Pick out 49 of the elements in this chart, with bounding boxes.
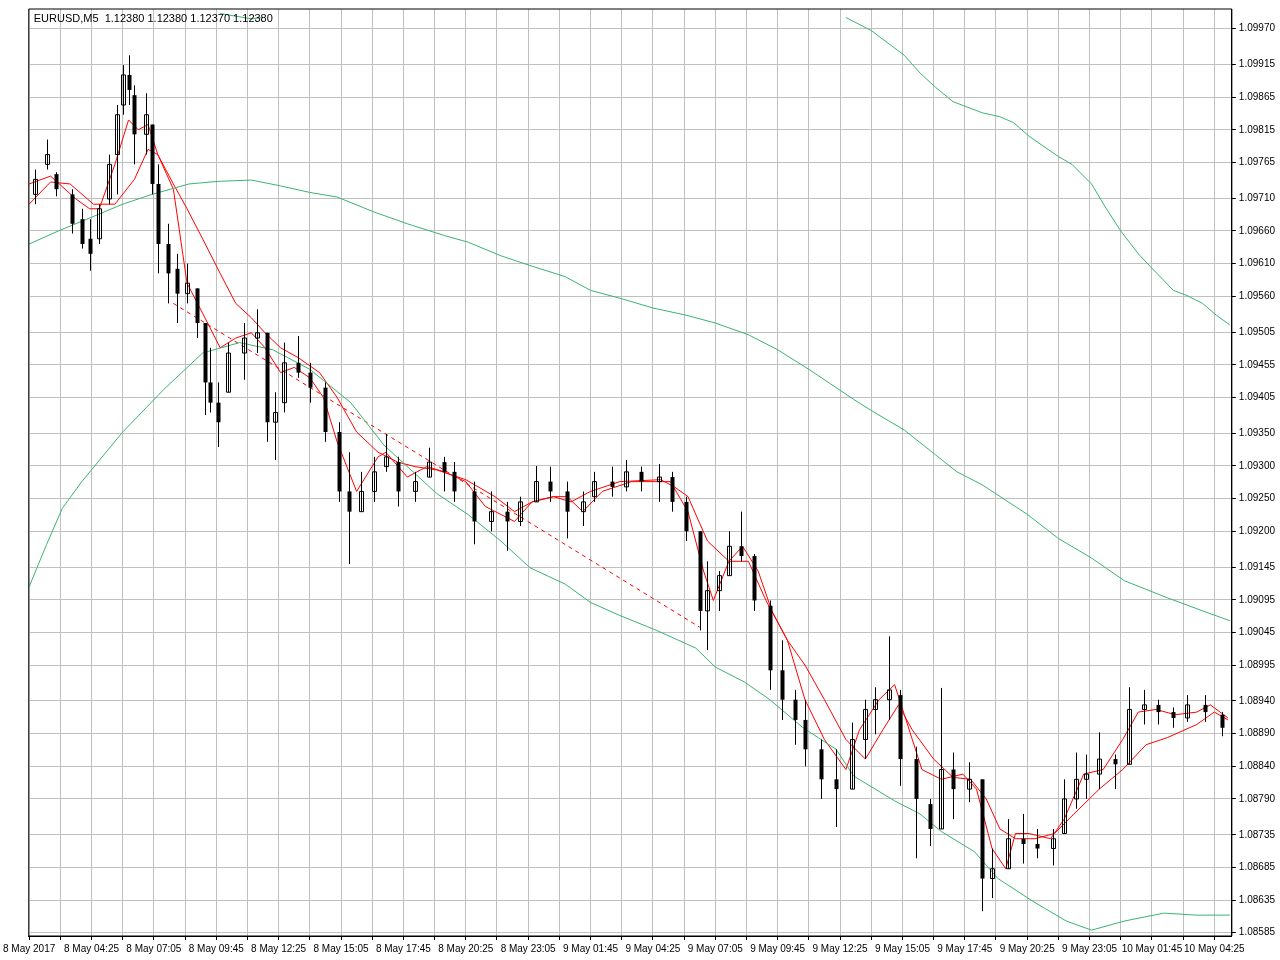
y-tick-label: 1.09145 [1238, 560, 1276, 572]
x-tick-label: 8 May 2017 [3, 942, 56, 954]
y-tick-label: 1.09505 [1238, 325, 1276, 337]
x-tick-label: 9 May 23:05 [1062, 942, 1118, 954]
x-tick-label: 9 May 20:25 [999, 942, 1056, 954]
x-tick-label: 8 May 23:05 [500, 942, 557, 954]
x-tick-label: 8 May 04:25 [63, 942, 120, 954]
y-tick-label: 1.09350 [1238, 427, 1276, 439]
y-tick-label: 1.09250 [1238, 492, 1276, 504]
y-tick-label: 1.09765 [1238, 156, 1276, 168]
y-tick-label: 1.08840 [1238, 760, 1276, 772]
x-tick-label: 9 May 09:45 [750, 942, 806, 954]
y-tick-label: 1.09815 [1238, 123, 1276, 135]
y-tick-label: 1.09915 [1238, 58, 1276, 70]
x-tick-label: 8 May 15:05 [313, 942, 369, 954]
y-tick-label: 1.09710 [1238, 192, 1276, 204]
y-tick-label: 1.09560 [1238, 289, 1276, 301]
x-tick-label: 8 May 12:25 [251, 942, 307, 954]
y-tick-label: 1.09865 [1238, 90, 1276, 102]
x-tick-label: 9 May 04:25 [625, 942, 681, 954]
y-tick-label: 1.09970 [1238, 22, 1276, 34]
y-tick-label: 1.08790 [1238, 792, 1276, 804]
y-tick-label: 1.09200 [1238, 525, 1276, 536]
x-tick-label: 9 May 07:05 [687, 942, 744, 954]
x-tick-label: 8 May 20:25 [438, 942, 494, 954]
y-tick-label: 1.08890 [1238, 727, 1276, 739]
y-tick-label: 1.09455 [1238, 358, 1276, 370]
y-tick-label: 1.09095 [1238, 593, 1276, 605]
y-tick-label: 1.09045 [1238, 626, 1276, 638]
y-tick-label: 1.08635 [1238, 893, 1276, 905]
y-tick-label: 1.08995 [1238, 658, 1276, 670]
y-tick-label: 1.09300 [1238, 459, 1276, 471]
y-tick-label: 1.08685 [1238, 861, 1276, 873]
x-tick-label: 9 May 12:25 [812, 942, 868, 954]
x-tick-label: 10 May 01:45 [1121, 942, 1183, 954]
y-tick-label: 1.09660 [1238, 224, 1276, 236]
y-tick-label: 1.08940 [1238, 694, 1276, 706]
x-tick-label: 8 May 17:45 [375, 942, 432, 954]
x-tick-label: 8 May 07:05 [126, 942, 182, 954]
x-tick-label: 8 May 09:45 [188, 942, 245, 954]
chart-title: EURUSD,M5 1.12380 1.12380 1.12370 1.12380 [33, 11, 273, 24]
y-tick-label: 1.09405 [1238, 391, 1276, 403]
x-tick-label: 9 May 17:45 [937, 942, 993, 954]
y-tick-label: 1.09610 [1238, 257, 1276, 269]
x-tick-label: 10 May 04:25 [1184, 942, 1246, 954]
y-tick-label: 1.08735 [1238, 828, 1276, 840]
y-tick-label: 1.08585 [1238, 926, 1276, 938]
x-tick-label: 9 May 15:05 [874, 942, 931, 954]
x-tick-label: 9 May 01:45 [563, 942, 619, 954]
